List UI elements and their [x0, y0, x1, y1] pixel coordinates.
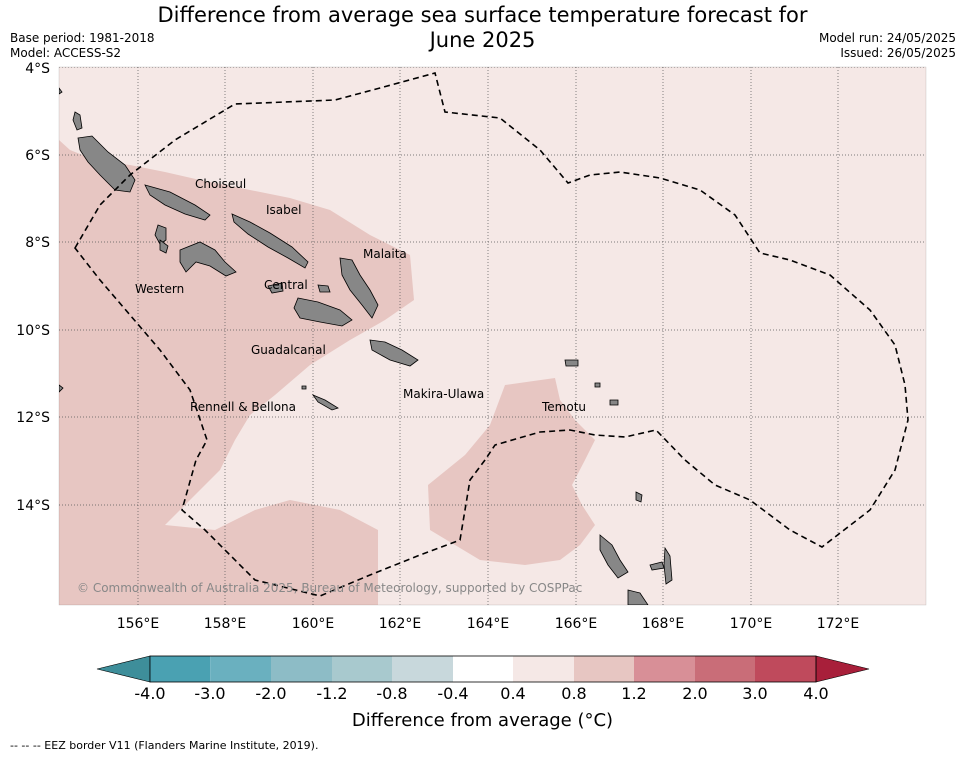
meta-right: Model run: 24/05/2025 Issued: 26/05/2025	[819, 31, 956, 61]
colorbar-tick: -3.0	[194, 684, 226, 703]
colorbar-tick: -1.2	[316, 684, 348, 703]
title-line-2: June 2025	[429, 28, 536, 52]
warm-anomaly-region-east	[428, 378, 595, 565]
santa-isabel-island	[231, 213, 309, 269]
colorbar-outline	[149, 655, 817, 683]
label-rennell-bellona: Rennell & Bellona	[190, 400, 296, 414]
lon-label-172e: 172°E	[817, 616, 860, 632]
makira-island	[369, 339, 419, 367]
island-north-choiseul	[144, 184, 211, 221]
russell-islands	[317, 284, 331, 293]
vanuatu-north-5	[663, 546, 673, 585]
issued-date: Issued: 26/05/2025	[840, 46, 956, 60]
latitude-labels: 4°S 6°S 8°S 10°S 12°S 14°S	[16, 61, 50, 514]
colorbar-segment	[513, 656, 574, 682]
colorbar-tick: 1.2	[621, 684, 647, 703]
lat-label-4s: 4°S	[25, 61, 50, 77]
longitude-labels: 156°E 158°E 160°E 162°E 164°E 166°E 168°…	[117, 616, 860, 632]
colorbar-tick: 4.0	[803, 684, 829, 703]
colorbar-tick: -2.0	[255, 684, 287, 703]
colorbar	[96, 655, 870, 683]
island-nw-edge	[59, 87, 63, 95]
rennell-island	[311, 394, 339, 411]
lon-label-166e: 166°E	[555, 616, 598, 632]
nggela-islands	[267, 282, 284, 294]
label-guadalcanal: Guadalcanal	[251, 343, 326, 357]
colorbar-tick: 0.8	[561, 684, 587, 703]
colorbar-extend-high	[815, 655, 870, 683]
land-masses	[59, 87, 673, 605]
colorbar-title: Difference from average (°C)	[351, 710, 614, 731]
label-makira-ulawa: Makira-Ulawa	[403, 387, 484, 401]
colorbar-segment	[634, 656, 695, 682]
vanuatu-north-1	[599, 534, 629, 579]
label-choiseul: Choiseul	[195, 177, 246, 191]
lat-label-10s: 10°S	[16, 323, 50, 339]
warm-anomaly-region-west	[59, 140, 414, 605]
label-malaita: Malaita	[363, 247, 407, 261]
guadalcanal-island	[293, 297, 353, 327]
lon-label-170e: 170°E	[730, 616, 773, 632]
colorbar-segment	[574, 656, 634, 682]
island-west-small	[72, 111, 83, 131]
lon-label-156e: 156°E	[117, 616, 160, 632]
map-plot-area: Choiseul Isabel Malaita Western Central …	[59, 67, 926, 605]
colorbar-tick: 0.4	[500, 684, 526, 703]
colorbar-segment	[453, 656, 513, 682]
eez-footnote: -- -- -- EEZ border V11 (Flanders Marine…	[10, 739, 319, 752]
colorbar-segment	[210, 656, 271, 682]
lat-label-8s: 8°S	[25, 235, 50, 251]
colorbar-tick: 2.0	[682, 684, 708, 703]
colorbar-extend-low	[96, 655, 151, 683]
base-period: Base period: 1981-2018	[10, 31, 155, 45]
lon-label-158e: 158°E	[204, 616, 247, 632]
island-west-edge	[59, 384, 64, 393]
bellona-island	[301, 385, 307, 390]
lon-label-162e: 162°E	[379, 616, 422, 632]
temotu-small-1	[594, 382, 601, 388]
lon-label-164e: 164°E	[467, 616, 510, 632]
label-isabel: Isabel	[266, 203, 301, 217]
colorbar-tick: -0.4	[437, 684, 469, 703]
colorbar-segment	[332, 656, 392, 682]
santa-cruz-island	[564, 359, 579, 367]
colorbar-tick: -4.0	[134, 684, 166, 703]
graticule	[59, 67, 926, 605]
label-western: Western	[135, 282, 184, 296]
choiseul-island	[77, 135, 136, 193]
colorbar-segment	[271, 656, 332, 682]
colorbar-tick: -0.8	[376, 684, 408, 703]
malaita-island	[339, 257, 379, 319]
ranongga	[159, 239, 169, 254]
model-run: Model run: 24/05/2025	[818, 31, 956, 45]
map-frame	[58, 66, 927, 606]
model-name: Model: ACCESS-S2	[10, 46, 122, 60]
eez-border-solomon-islands	[74, 72, 909, 597]
lat-label-14s: 14°S	[16, 498, 50, 514]
new-georgia-group	[179, 241, 237, 277]
lon-label-168e: 168°E	[642, 616, 685, 632]
title-line-1: Difference from average sea surface temp…	[157, 3, 808, 27]
label-temotu: Temotu	[541, 400, 586, 414]
colorbar-segment	[150, 656, 211, 682]
chart-title: Difference from average sea surface temp…	[0, 3, 965, 53]
temotu-small-2	[609, 399, 619, 406]
copyright-notice: © Commonwealth of Australia 2025, Bureau…	[77, 581, 582, 595]
lat-label-12s: 12°S	[16, 410, 50, 426]
vanuatu-north-3	[627, 589, 649, 605]
lat-label-6s: 6°S	[25, 148, 50, 164]
meta-left: Base period: 1981-2018 Model: ACCESS-S2	[10, 31, 155, 61]
lon-label-160e: 160°E	[292, 616, 335, 632]
colorbar-tick: 3.0	[742, 684, 768, 703]
label-central: Central	[264, 278, 308, 292]
colorbar-segment	[392, 656, 453, 682]
vanuatu-north-2	[635, 491, 643, 503]
colorbar-segment	[695, 656, 755, 682]
colorbar-segment	[755, 656, 816, 682]
